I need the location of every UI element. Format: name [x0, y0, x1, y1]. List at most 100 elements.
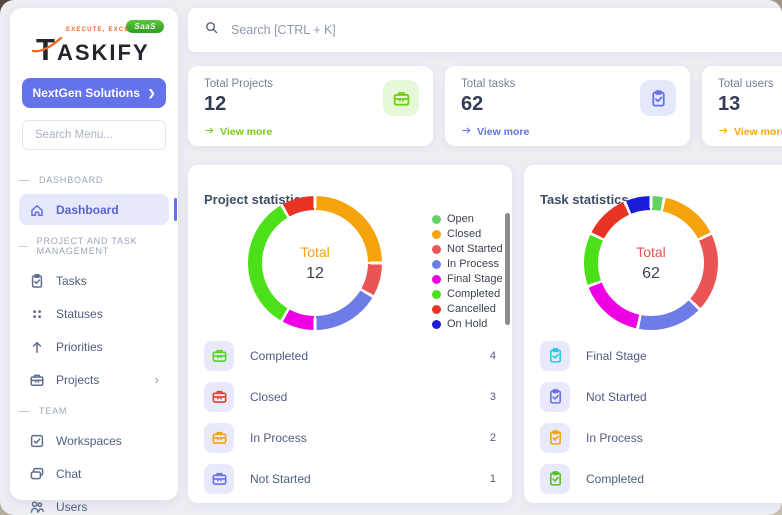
clipboard-icon: [540, 381, 570, 412]
clipboard-icon: [540, 340, 570, 371]
status-row-completed: Completed: [540, 458, 782, 499]
logo-tagline: EXECUTE, EXCEL: [66, 27, 135, 33]
sidebar-item-priorities[interactable]: Priorities: [19, 331, 169, 362]
section-dash: [18, 179, 30, 181]
view-more-link[interactable]: View more: [718, 125, 782, 139]
sidebar-nav: DASHBOARD Dashboard PROJECT AND TASK MANAG…: [10, 166, 178, 515]
global-search-input[interactable]: [229, 22, 782, 38]
project-total-label: Total: [300, 243, 330, 260]
arrow-right-icon: [204, 125, 215, 139]
sidebar-item-dashboard[interactable]: Dashboard: [19, 194, 177, 225]
legend-item-final-stage[interactable]: Final Stage: [432, 273, 503, 285]
project-donut-chart[interactable]: Total 12: [248, 196, 382, 330]
sidebar-section-header: PROJECT AND TASK MANAGEMENT: [10, 227, 178, 263]
summary-cards-row: Total Projects 12 View more Total tasks 62 Vi…: [188, 66, 782, 146]
status-row-not-started: Not Started: [540, 376, 782, 417]
search-icon: [204, 20, 219, 40]
status-count: 1: [489, 472, 496, 485]
briefcase-icon: [204, 340, 234, 371]
legend-dot: [432, 244, 441, 254]
briefcase-icon: [204, 381, 234, 412]
clipboard-icon: [640, 80, 676, 116]
workspace-name: NextGen Solutions: [32, 86, 140, 100]
legend-scrollbar[interactable]: [505, 213, 510, 325]
task-statistics-title: Task statistics: [540, 192, 629, 207]
status-row-closed: Closed 3: [204, 376, 496, 417]
sidebar-item-users[interactable]: Users: [19, 491, 169, 515]
grid-icon: [29, 306, 45, 322]
legend-dot: [432, 304, 441, 314]
project-total-value: 12: [306, 264, 324, 282]
section-dash: [18, 410, 30, 412]
legend-dot: [432, 289, 441, 299]
home-icon: [29, 202, 45, 218]
card-value: 12: [204, 93, 227, 115]
sidebar-section-header: TEAM: [10, 397, 178, 423]
sidebar-section-header: DASHBOARD: [10, 166, 178, 192]
legend-dot: [432, 214, 441, 224]
briefcase-icon: [204, 463, 234, 494]
project-statistics-card: Project statistics Total 12 Open Closed No…: [188, 165, 512, 503]
status-row-completed: Completed 4: [204, 335, 496, 376]
legend-item-completed[interactable]: Completed: [432, 288, 503, 300]
section-dash: [18, 245, 28, 247]
arrow-right-icon: [461, 125, 472, 139]
card-value: 13: [718, 93, 741, 115]
sidebar-item-statuses[interactable]: Statuses: [19, 298, 169, 329]
chevron-right-icon: ›: [154, 372, 159, 387]
sidebar-item-projects[interactable]: Projects ›: [19, 364, 169, 395]
summary-card-total-users: Total users 13 View more: [702, 66, 782, 146]
task-donut-chart[interactable]: Total 62: [584, 196, 718, 330]
task-donut-center: Total 62: [598, 210, 704, 316]
briefcase-icon: [29, 372, 45, 388]
status-row-not-started: Not Started 1: [204, 458, 496, 499]
sidebar-item-workspaces[interactable]: Workspaces: [19, 425, 169, 456]
status-count: 2: [489, 431, 496, 444]
status-count: 4: [489, 349, 496, 362]
project-status-list: Completed 4 Closed 3 In Process 2 Not Started 1: [204, 335, 496, 499]
task-statistics-card: Task statistics Total 62 Final Stage Not …: [524, 165, 782, 503]
task-total-label: Total: [636, 243, 666, 260]
clipboard-icon: [540, 422, 570, 453]
sidebar-menu-search-input[interactable]: [22, 120, 166, 150]
legend-item-not-started[interactable]: Not Started: [432, 243, 503, 255]
workspace-selector-button[interactable]: NextGen Solutions ❯: [22, 78, 166, 108]
task-total-value: 62: [642, 264, 660, 282]
view-more-link[interactable]: View more: [461, 125, 674, 139]
clipboard-icon: [540, 463, 570, 494]
legend-item-in-process[interactable]: In Process: [432, 258, 503, 270]
task-status-list: Final Stage Not Started In Process Complete…: [540, 335, 782, 499]
saas-badge: SaaS: [126, 20, 164, 33]
users-icon: [29, 499, 45, 515]
status-row-final-stage: Final Stage: [540, 335, 782, 376]
project-chart-legend: Open Closed Not Started In Process Final Sta…: [432, 213, 503, 333]
project-donut-center: Total 12: [262, 210, 368, 316]
chat-icon: [29, 466, 45, 482]
card-title: Total users: [718, 78, 774, 90]
logo-swoosh-icon: [32, 36, 63, 53]
summary-card-total-tasks: Total tasks 62 View more: [445, 66, 690, 146]
sidebar-item-tasks[interactable]: Tasks: [19, 265, 169, 296]
sidebar: EXECUTE, EXCEL SaaS TASKIFY NextGen Solu…: [10, 8, 178, 514]
sidebar-item-chat[interactable]: Chat: [19, 458, 169, 489]
summary-card-total-projects: Total Projects 12 View more: [188, 66, 433, 146]
card-title: Total tasks: [461, 78, 516, 90]
legend-dot: [432, 229, 441, 239]
legend-item-on-hold[interactable]: On Hold: [432, 318, 503, 330]
taskify-logo: EXECUTE, EXCEL SaaS TASKIFY: [22, 20, 166, 68]
clipboard-icon: [29, 273, 45, 289]
legend-item-open[interactable]: Open: [432, 213, 503, 225]
global-search-bar[interactable]: [188, 8, 782, 52]
status-row-in-process: In Process 2: [204, 417, 496, 458]
arrow-right-icon: [718, 125, 729, 139]
view-more-link[interactable]: View more: [204, 125, 417, 139]
status-row-in-process: In Process: [540, 417, 782, 458]
checkbox-icon: [29, 433, 45, 449]
legend-item-cancelled[interactable]: Cancelled: [432, 303, 503, 315]
briefcase-icon: [383, 80, 419, 116]
chevron-right-icon: ❯: [147, 87, 156, 98]
legend-item-closed[interactable]: Closed: [432, 228, 503, 240]
arrow-up-icon: [29, 339, 45, 355]
